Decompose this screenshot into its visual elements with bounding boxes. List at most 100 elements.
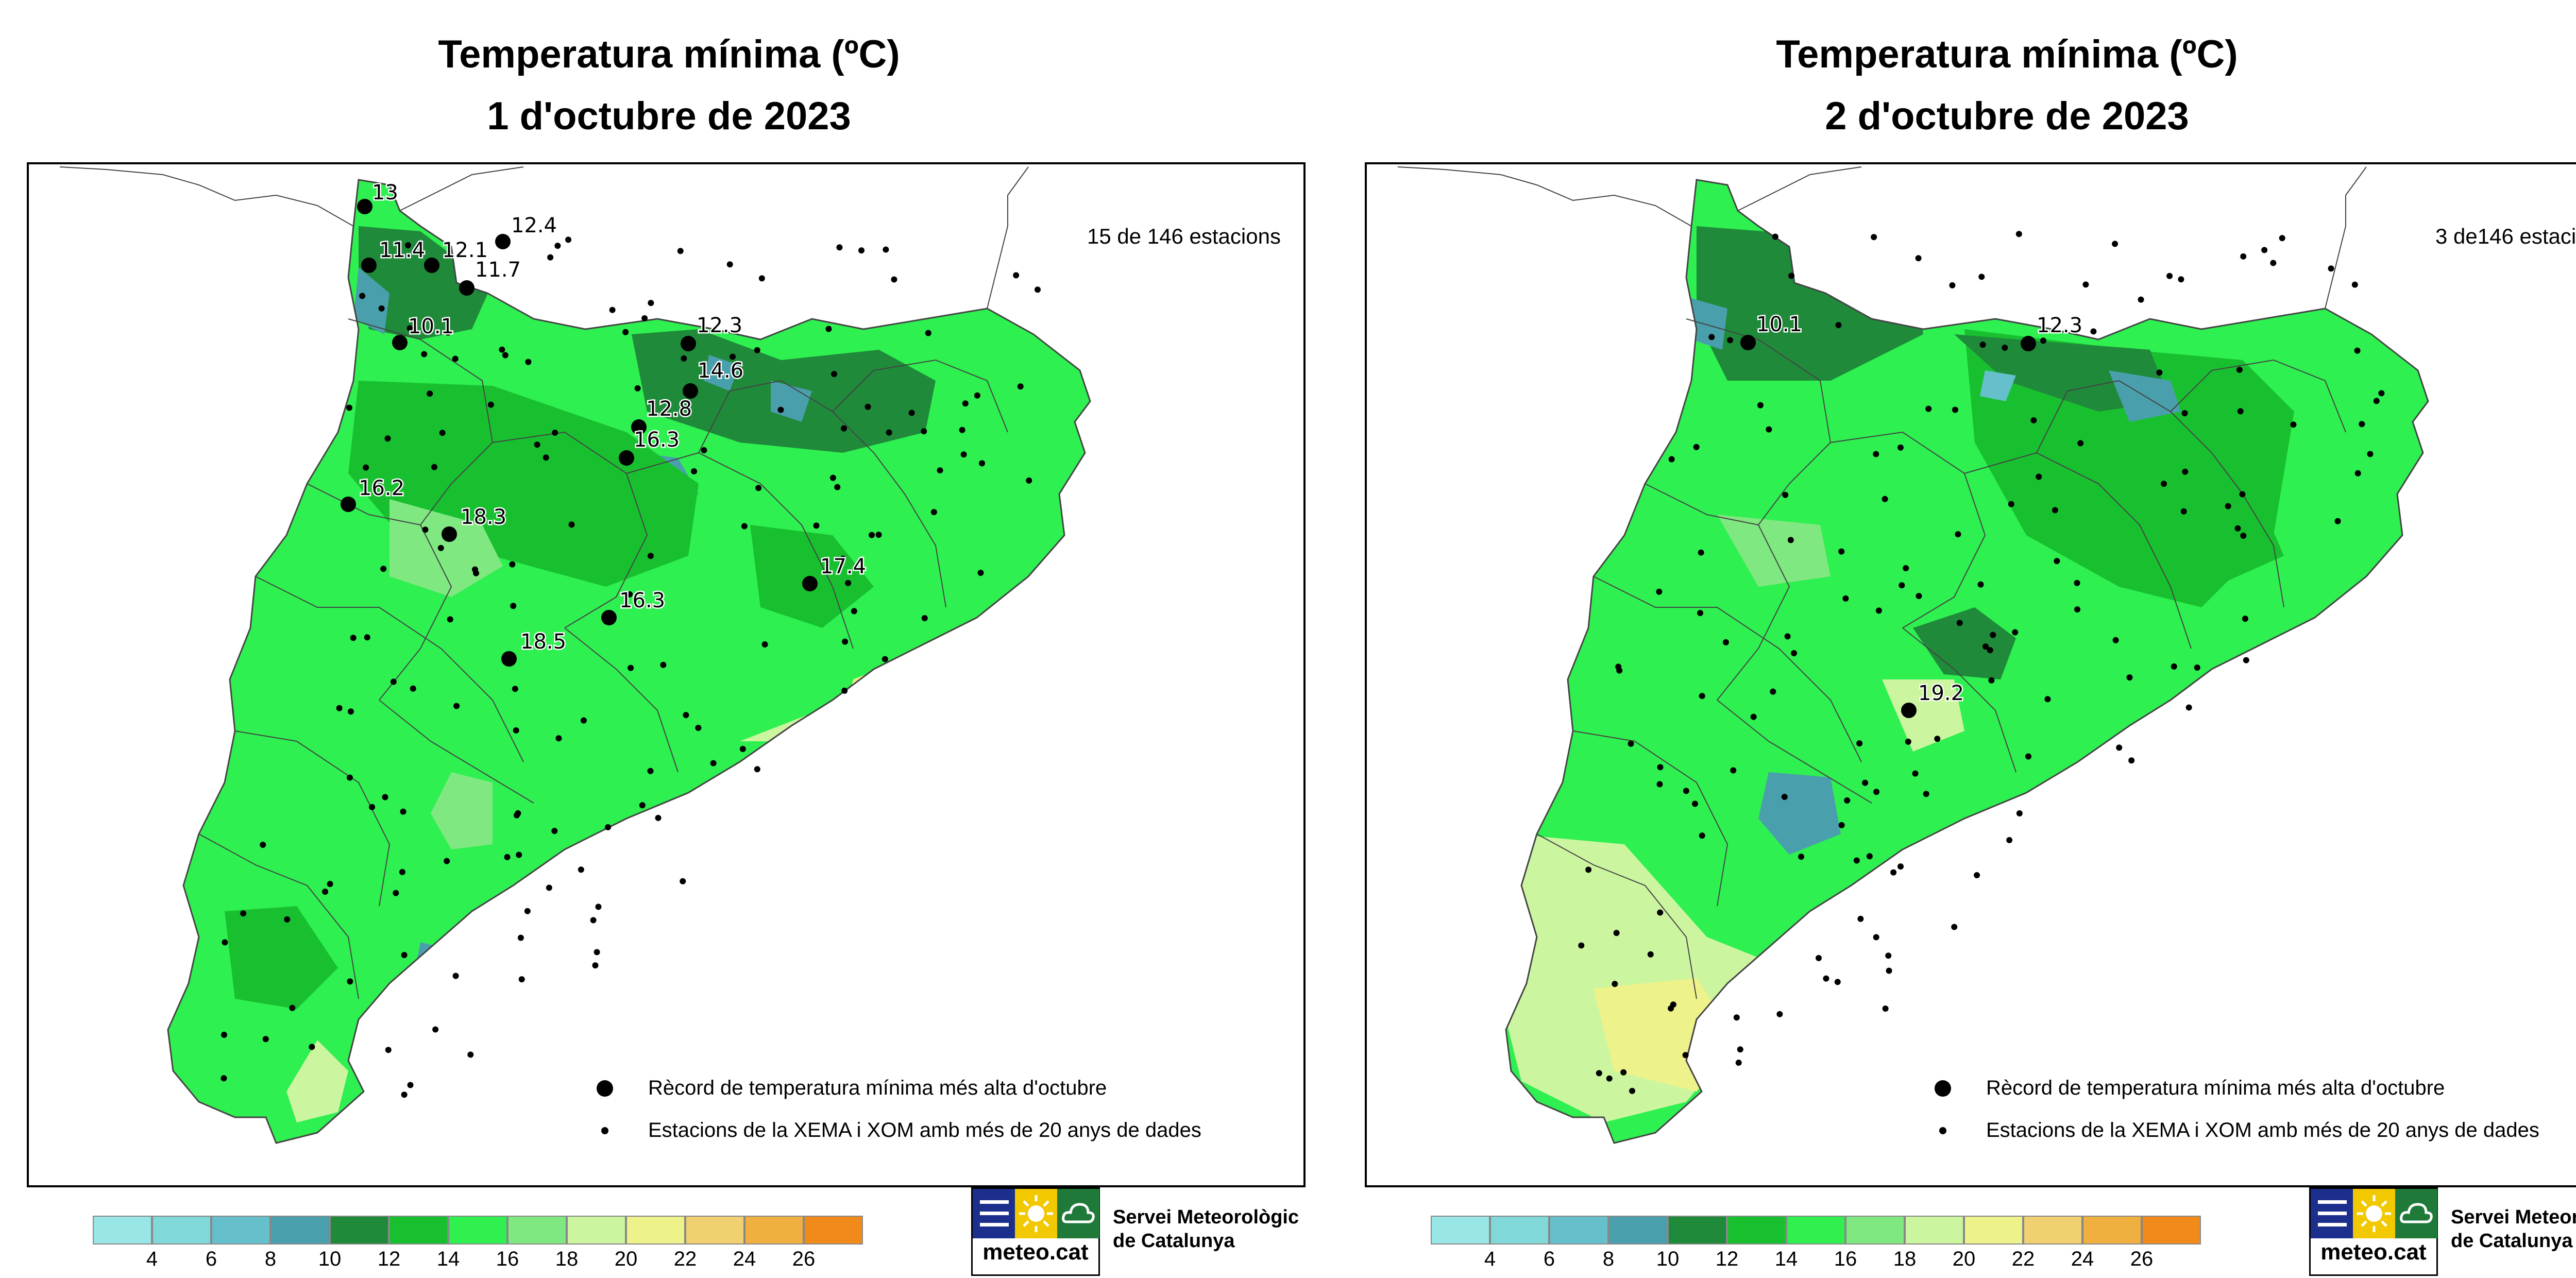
station-dot [609, 306, 616, 313]
contour-band [353, 267, 389, 334]
station-dot [1978, 274, 1985, 280]
station-dot [2359, 421, 2365, 428]
station-dot [2225, 503, 2231, 509]
station-dot [1990, 632, 1996, 638]
contour-band [359, 226, 493, 339]
record-legend-marker [1935, 1080, 1951, 1097]
color-scale-tick: 10 [318, 1248, 342, 1270]
station-dot [447, 616, 453, 623]
station-dot [1873, 934, 1879, 941]
comarca-border [832, 359, 1008, 433]
station-dot [628, 664, 634, 671]
station-dot [432, 1026, 439, 1033]
station-dot [565, 236, 572, 243]
color-swatch [626, 1216, 685, 1245]
comarca-border [1645, 483, 1790, 701]
station-dot [842, 638, 849, 645]
station-dot [2008, 501, 2014, 507]
station-dot [2279, 235, 2285, 242]
record-marker [392, 335, 408, 350]
station-dot [908, 410, 915, 416]
station-dot [695, 724, 702, 731]
panel-oct-1: Temperatura mínima (ºC) 1 d'octubre de 2… [27, 32, 1306, 1276]
temperature-map: 10.1 12.3 19.2 [1365, 162, 2576, 1187]
record-marker [601, 610, 617, 625]
station-dot [1862, 779, 1869, 786]
station-dot [1766, 426, 1772, 433]
comarca-border [255, 576, 524, 762]
station-dot [1842, 595, 1849, 602]
station-legend-label: Estacions de la XEMA i XOM amb més de 20… [648, 1119, 1201, 1141]
station-dot [2040, 337, 2047, 344]
station-legend-label: Estacions de la XEMA i XOM amb més de 20… [1986, 1119, 2539, 1141]
station-dot [655, 814, 662, 821]
station-dot [2036, 473, 2042, 480]
record-label: 11.4 [379, 238, 425, 262]
station-dot [524, 908, 531, 914]
color-swatch [448, 1216, 507, 1245]
station-dot [1886, 967, 1892, 974]
color-scale-tick: 16 [1834, 1248, 1857, 1270]
color-scale-tick: 10 [1656, 1248, 1680, 1270]
color-swatch [1490, 1216, 1549, 1245]
station-dot [1873, 451, 1879, 457]
record-legend-marker [597, 1080, 613, 1097]
station-dot [364, 634, 370, 641]
station-dot [1708, 334, 1715, 340]
color-swatch [2142, 1216, 2201, 1245]
station-dot [487, 401, 494, 408]
station-dot [2126, 674, 2133, 681]
color-scale-tick: 12 [377, 1248, 401, 1270]
station-dot [1844, 797, 1851, 804]
station-dot [1668, 456, 1675, 463]
station-dot [2090, 328, 2097, 335]
station-dot [1856, 740, 1863, 747]
logo-name: meteo.cat [982, 1239, 1089, 1265]
record-marker [681, 336, 696, 351]
record-label: 16.3 [619, 589, 665, 612]
station-dot [937, 467, 943, 474]
station-dot [2354, 347, 2361, 354]
station-dot [1974, 872, 1980, 879]
org-name: Servei Meteorològic de Catalunya [1113, 1205, 1299, 1253]
station-dot [2112, 241, 2119, 247]
color-swatch [1845, 1216, 1905, 1245]
record-marker [501, 651, 517, 667]
color-swatch [1608, 1216, 1668, 1245]
record-legend-label: Rècord de temperatura mínima més alta d'… [1986, 1077, 2445, 1099]
station-dot [691, 468, 698, 474]
station-dot [1882, 1005, 1889, 1012]
station-dot [1903, 565, 1909, 571]
station-dot [1013, 272, 1020, 279]
station-dot [2234, 525, 2241, 532]
station-dot [1788, 272, 1795, 279]
comarca-border [1572, 730, 1728, 907]
station-dot [641, 315, 648, 321]
station-dot [401, 1092, 408, 1098]
station-dot [741, 523, 748, 530]
station-dot [841, 687, 848, 694]
record-label: 18.5 [520, 630, 566, 654]
station-dot [467, 1051, 474, 1058]
station-dot [309, 1044, 315, 1050]
record-marker [802, 576, 818, 591]
record-legend-label: Rècord de temperatura mínima més alta d'… [648, 1077, 1107, 1099]
coastline [167, 179, 1091, 1144]
station-dot [410, 685, 416, 692]
station-dot [1816, 955, 1822, 961]
station-dot [1982, 643, 1989, 650]
station-dot [509, 561, 516, 568]
station-dot [1875, 607, 1882, 614]
station-dot [829, 474, 836, 481]
station-dot [834, 484, 841, 490]
station-dot [1834, 979, 1841, 985]
station-dot [1612, 981, 1618, 987]
cloud-icon [2395, 1189, 2437, 1238]
record-label: 19.2 [1918, 681, 1964, 705]
station-dot [2354, 470, 2361, 476]
color-scale-tick: 8 [1602, 1248, 1615, 1270]
station-dot [406, 325, 413, 332]
station-dot [634, 385, 641, 391]
station-dot [2160, 481, 2167, 487]
record-label: 10.1 [1756, 313, 1802, 336]
